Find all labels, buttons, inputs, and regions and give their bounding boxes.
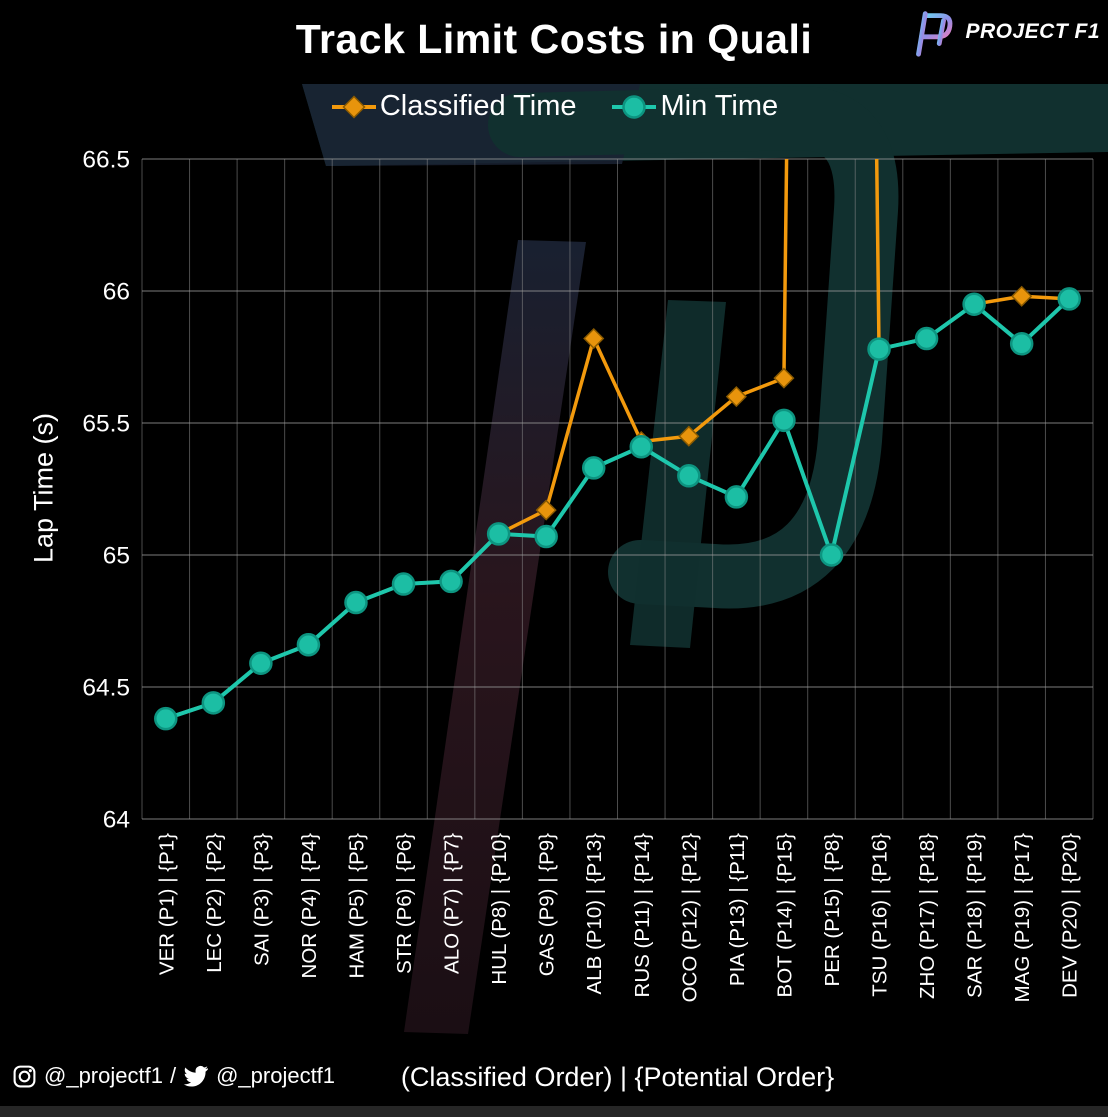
watermark-logo (302, 84, 1108, 1034)
x-tick-label: HAM (P5) | {P5} (345, 833, 368, 979)
data-point-min-time (819, 543, 844, 567)
x-tick-label: HUL (P8) | {P10} (488, 833, 511, 985)
x-tick-label: OCO (P12) | {P12} (678, 833, 701, 1003)
data-point-min-time (296, 633, 321, 657)
data-point-classified-time (1011, 285, 1033, 307)
y-tick-labels: 66.5 66 65.5 65 64.5 64 (82, 147, 130, 834)
twitter-icon (183, 1065, 209, 1087)
data-point-min-time (154, 706, 178, 731)
y-tick-label: 64.5 (82, 675, 130, 702)
x-tick-label: SAR (P18) | {P19} (964, 833, 987, 998)
legend: Classified Time Min Time (0, 90, 1108, 123)
x-tick-label: SAI (P3) | {P3} (250, 833, 273, 966)
data-point-min-time (677, 464, 701, 488)
data-point-min-time (344, 590, 368, 615)
x-tick-label: LEC (P2) | {P2} (203, 833, 226, 973)
data-point-classified-time (583, 327, 605, 350)
bottom-strip (0, 1106, 1108, 1117)
data-point-min-time (201, 691, 226, 715)
series-layer (154, 159, 1081, 731)
min-time-marker-icon (612, 94, 657, 119)
data-point-min-time (581, 456, 606, 480)
data-point-min-time (914, 326, 939, 351)
twitter-handle: @_projectf1 (216, 1063, 336, 1088)
gridlines (141, 158, 1094, 820)
x-tick-label: MAG (P19) | {P17} (1011, 833, 1034, 1003)
data-point-min-time (391, 572, 416, 596)
y-axis-title: Lap Time (s) (28, 412, 59, 564)
data-point-min-time (1057, 287, 1081, 311)
classified-time-marker-icon (331, 94, 376, 119)
x-tick-label: NOR (P4) | {P4} (298, 833, 321, 979)
legend-item-min-time: Min Time (610, 90, 778, 123)
data-point-min-time (249, 651, 273, 675)
projectf1-logo-icon (909, 11, 953, 57)
data-point-min-time (772, 408, 796, 433)
x-tick-label: DEV (P20) | {P20} (1059, 833, 1082, 998)
instagram-handle: @_projectf1 (44, 1063, 163, 1088)
data-point-min-time (1009, 332, 1034, 356)
x-tick-label: PER (P15) | {P8} (821, 833, 844, 987)
data-point-min-time (724, 485, 749, 509)
y-tick-label: 65 (103, 543, 130, 570)
x-axis-title: (Classified Order) | {Potential Order} (400, 1062, 835, 1092)
data-point-classified-time (725, 386, 747, 408)
brand-name: PROJECT F1 (965, 20, 1100, 43)
y-tick-label: 64 (103, 807, 130, 834)
x-tick-label: BOT (P14) | {P15} (773, 833, 796, 998)
data-point-min-time (962, 292, 986, 316)
data-point-min-time (867, 337, 891, 361)
x-tick-label: TSU (P16) | {P16} (869, 833, 892, 997)
x-tick-labels: VER (P1) | {P1} LEC (P2) | {P2} SAI (P3) |… (155, 833, 1081, 1003)
social-handles: @_projectf1 / @_projectf1 (12, 1063, 335, 1089)
x-tick-label: ALB (P10) | {P13} (583, 833, 606, 995)
legend-label-classified-time: Classified Time (379, 90, 577, 122)
instagram-icon (13, 1065, 36, 1087)
x-tick-label: VER (P1) | {P1} (155, 833, 178, 975)
data-point-classified-time (773, 367, 795, 389)
y-tick-label: 66.5 (82, 147, 130, 174)
legend-label-min-time: Min Time (660, 90, 779, 122)
data-point-min-time (534, 524, 558, 549)
data-point-classified-time (535, 499, 557, 521)
y-tick-label: 66 (103, 279, 130, 306)
x-tick-label: PIA (P13) | {P11} (726, 833, 749, 986)
x-tick-label: RUS (P11) | {P14} (631, 833, 654, 998)
handle-separator: / (169, 1063, 177, 1088)
data-point-min-time (486, 522, 511, 546)
x-tick-label: ZHO (P17) | {P18} (916, 833, 939, 999)
data-point-min-time (629, 435, 654, 459)
legend-item-classified-time: Classified Time (330, 90, 577, 123)
y-tick-label: 65.5 (82, 411, 130, 438)
brand-logo: PROJECT F1 (905, 2, 1100, 62)
x-tick-label: GAS (P9) | {P9} (536, 833, 559, 976)
x-tick-label: STR (P6) | {P6} (393, 833, 416, 974)
x-tick-label: ALO (P7) | {P7} (441, 833, 464, 974)
data-point-classified-time (678, 425, 700, 447)
data-point-min-time (439, 569, 463, 594)
page-title: Track Limit Costs in Quali (295, 16, 813, 62)
